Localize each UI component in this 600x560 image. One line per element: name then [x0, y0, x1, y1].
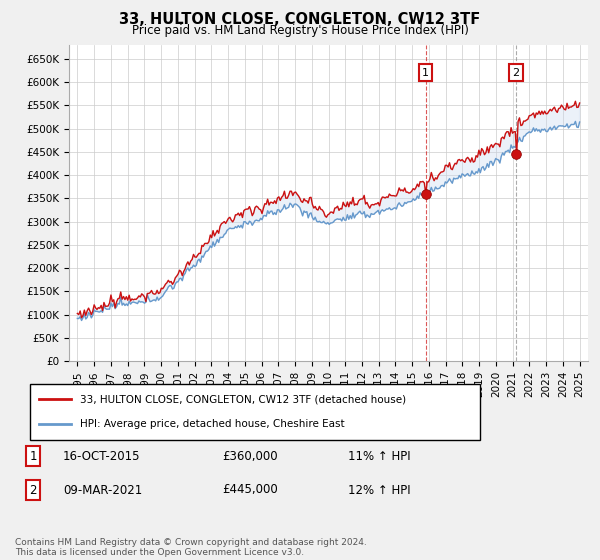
- Text: HPI: Average price, detached house, Cheshire East: HPI: Average price, detached house, Ches…: [79, 419, 344, 429]
- Text: 11% ↑ HPI: 11% ↑ HPI: [348, 450, 410, 463]
- Text: 09-MAR-2021: 09-MAR-2021: [63, 483, 142, 497]
- Text: 12% ↑ HPI: 12% ↑ HPI: [348, 483, 410, 497]
- Text: £360,000: £360,000: [222, 450, 278, 463]
- Text: Contains HM Land Registry data © Crown copyright and database right 2024.
This d: Contains HM Land Registry data © Crown c…: [15, 538, 367, 557]
- Text: 2: 2: [512, 68, 520, 78]
- Text: 1: 1: [29, 450, 37, 463]
- Text: 33, HULTON CLOSE, CONGLETON, CW12 3TF: 33, HULTON CLOSE, CONGLETON, CW12 3TF: [119, 12, 481, 27]
- Text: 16-OCT-2015: 16-OCT-2015: [63, 450, 140, 463]
- Text: 1: 1: [422, 68, 429, 78]
- Text: 2: 2: [29, 483, 37, 497]
- FancyBboxPatch shape: [30, 384, 480, 440]
- Text: 33, HULTON CLOSE, CONGLETON, CW12 3TF (detached house): 33, HULTON CLOSE, CONGLETON, CW12 3TF (d…: [79, 394, 406, 404]
- Text: Price paid vs. HM Land Registry's House Price Index (HPI): Price paid vs. HM Land Registry's House …: [131, 24, 469, 36]
- Text: £445,000: £445,000: [222, 483, 278, 497]
